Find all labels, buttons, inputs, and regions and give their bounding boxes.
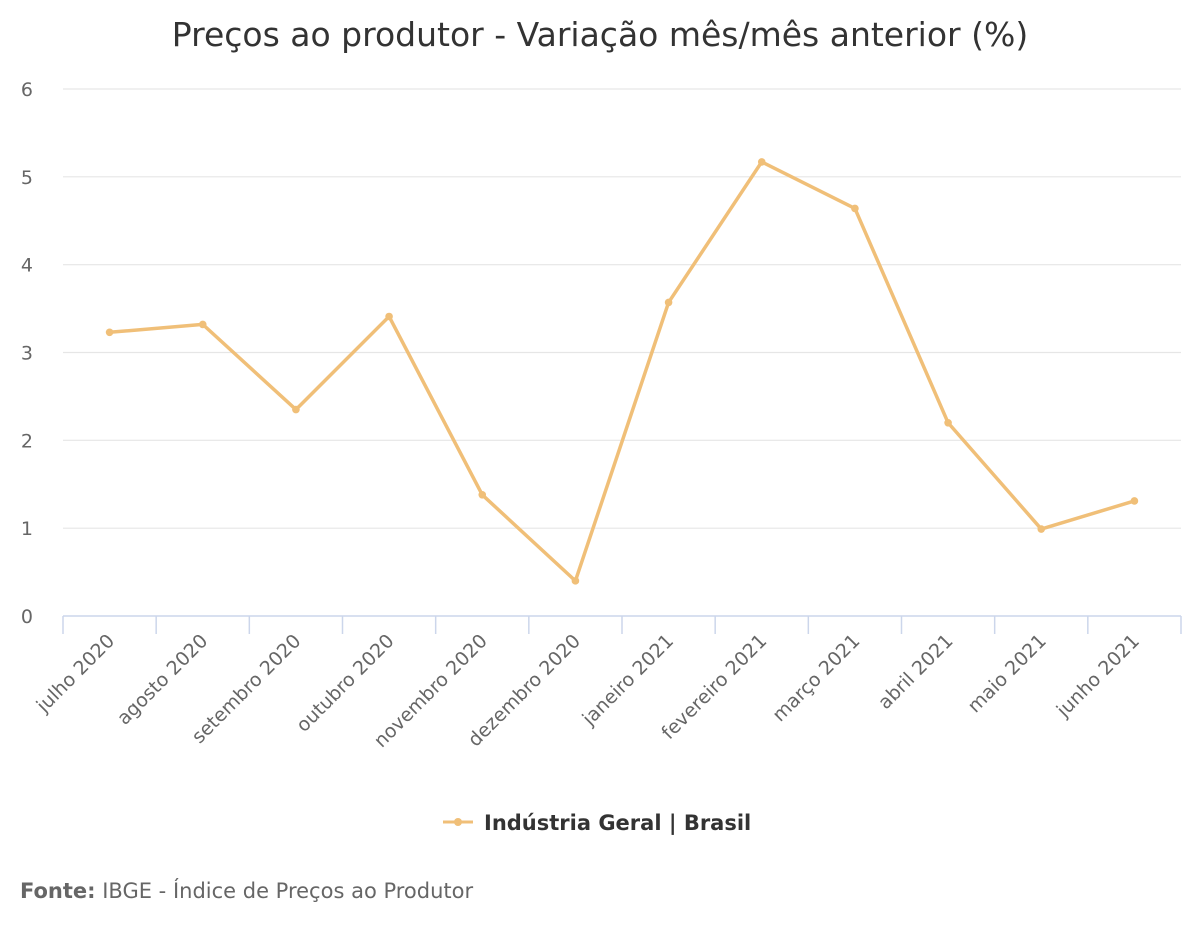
source-text: IBGE - Índice de Preços ao Produtor [96,878,474,903]
y-tick-label: 4 [21,255,33,277]
y-tick-label: 2 [21,430,33,452]
legend-label[interactable]: Indústria Geral | Brasil [484,811,751,836]
source-label: Fonte: [20,879,96,903]
x-tick-label: maio 2021 [963,630,1050,717]
legend-marker-icon [454,818,462,826]
y-axis: 0 1 2 3 4 5 6 [21,79,33,628]
legend[interactable]: Indústria Geral | Brasil [443,811,751,836]
data-point[interactable] [851,204,859,213]
data-point[interactable] [664,298,673,307]
x-tick-label: abril 2021 [874,630,958,714]
data-point[interactable] [944,418,952,427]
x-tick-label: agosto 2020 [113,630,212,729]
x-tick-label: março 2021 [768,630,864,726]
x-tick-label: junho 2021 [1052,630,1144,722]
data-point[interactable] [198,320,207,329]
data-point[interactable] [571,577,580,585]
y-tick-label: 3 [21,343,33,365]
data-point[interactable] [105,328,114,337]
data-point[interactable] [1037,525,1046,533]
chart-title: Preços ao produtor - Variação mês/mês an… [172,15,1028,54]
series-line [107,160,1137,583]
source-note: Fonte: IBGE - Índice de Preços ao Produt… [20,878,473,903]
x-tick-label: julho 2020 [32,630,119,717]
grid-lines [63,88,1181,529]
x-tick-label: janeiro 2021 [577,630,678,731]
data-point[interactable] [757,158,766,166]
y-tick-label: 5 [21,167,33,189]
y-tick-label: 0 [21,606,33,628]
data-point[interactable] [292,405,300,414]
data-point[interactable] [478,490,487,499]
data-point[interactable] [1130,497,1139,505]
y-tick-label: 6 [21,79,33,101]
y-tick-label: 1 [21,518,33,540]
data-point[interactable] [385,312,393,321]
data-series [105,158,1139,585]
x-tick-label: outubro 2020 [292,630,399,737]
